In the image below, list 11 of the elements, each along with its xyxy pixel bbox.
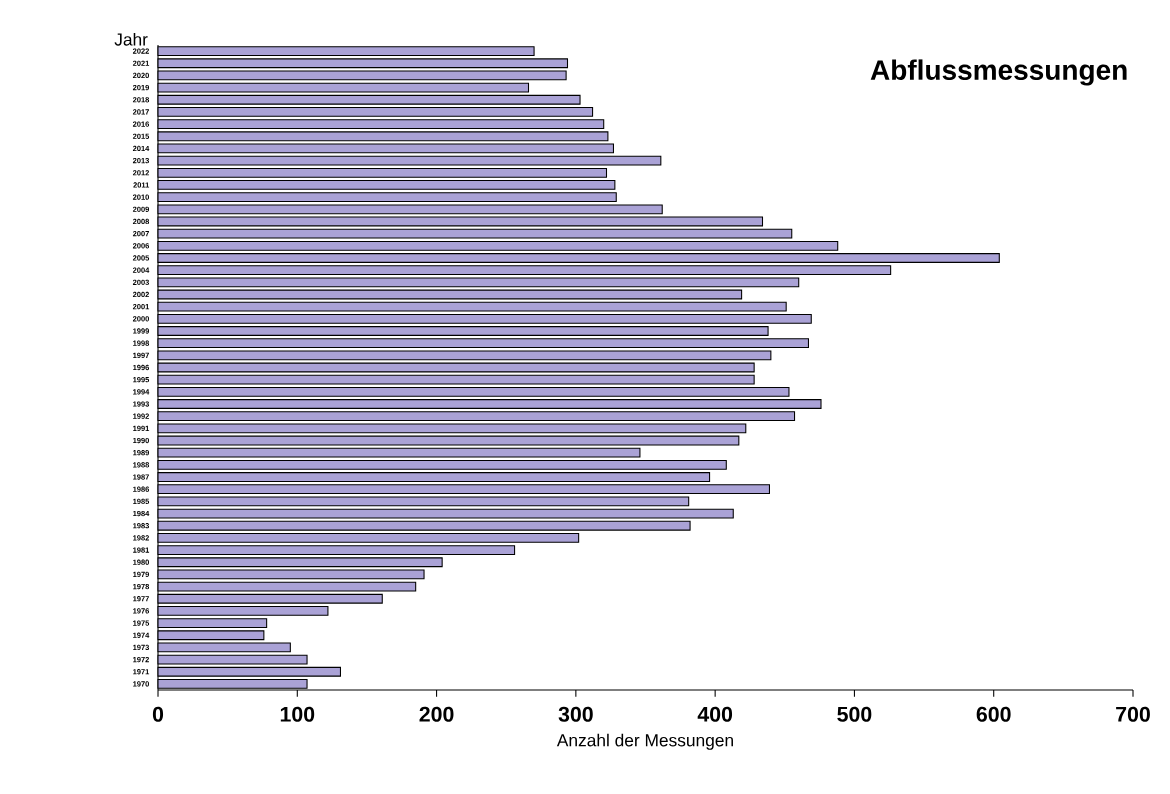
x-tick-label: 0 <box>152 706 164 722</box>
x-tick-label: 100 <box>280 706 315 722</box>
x-axis-title: Anzahl der Messungen <box>556 733 733 750</box>
y-axis-title: Jahr <box>114 32 148 46</box>
x-tick-label: 300 <box>558 706 593 722</box>
x-tick-label: 600 <box>976 706 1011 722</box>
x-tick-label: 500 <box>837 706 872 722</box>
x-tick-label: 200 <box>419 706 454 722</box>
x-tick-label: 700 <box>1116 706 1150 722</box>
x-tick-label: 400 <box>697 706 733 722</box>
chart-title: Abflussmessungen <box>870 59 1127 86</box>
